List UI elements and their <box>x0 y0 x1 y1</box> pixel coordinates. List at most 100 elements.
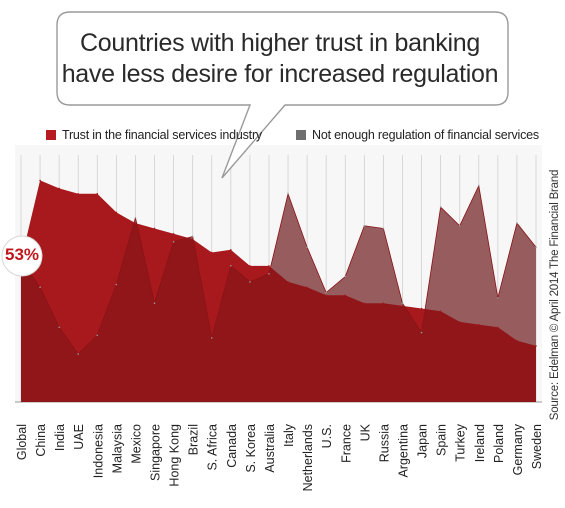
x-tick-singapore: Singapore <box>149 424 163 481</box>
regulation-point-canada <box>230 265 232 267</box>
trust-point-uk <box>363 302 366 305</box>
global-value-label: 53% <box>5 245 40 264</box>
regulation-point-spain <box>439 206 442 208</box>
regulation-point-turkey <box>458 224 461 227</box>
regulation-point-singapore <box>153 302 156 305</box>
x-tick-turkey: Turkey <box>454 423 468 461</box>
regulation-point-indonesia <box>96 334 99 337</box>
regulation-point-italy <box>287 192 289 195</box>
regulation-point-russia <box>382 227 385 230</box>
trust-point-malaysia <box>115 211 118 214</box>
x-tick-indonesia: Indonesia <box>91 424 105 478</box>
x-tick-france: France <box>339 424 353 463</box>
trust-point-ireland <box>477 323 480 326</box>
trust-point-hong-kong <box>172 232 175 235</box>
trust-point-russia <box>382 302 385 305</box>
trust-point-australia <box>268 265 270 267</box>
trust-point-japan <box>420 307 423 310</box>
x-tick-uk: UK <box>358 423 372 441</box>
x-tick-s-korea: S. Korea <box>244 424 258 473</box>
global-value-badge <box>1 235 43 277</box>
chart-title: Countries with higher trust in banking h… <box>60 28 500 90</box>
x-tick-spain: Spain <box>435 424 449 456</box>
trust-point-sweden <box>535 345 537 347</box>
regulation-point-malaysia <box>115 283 118 286</box>
regulation-point-u-s- <box>325 291 327 294</box>
x-tick-malaysia: Malaysia <box>110 424 124 473</box>
x-tick-italy: Italy <box>282 423 296 447</box>
x-tick-japan: Japan <box>416 424 430 458</box>
legend-label-trust: Trust in the financial services industry <box>62 128 262 142</box>
trust-point-poland <box>497 326 499 329</box>
x-tick-brazil: Brazil <box>187 424 201 455</box>
regulation-point-germany <box>516 222 518 224</box>
source-note: Source: Edelman © April 2014 The Financi… <box>549 169 561 421</box>
trust-point-india <box>58 187 60 190</box>
trust-point-netherlands <box>306 286 308 288</box>
x-tick-china: China <box>34 424 48 457</box>
regulation-point-brazil <box>191 235 194 238</box>
legend-swatch-regulation <box>296 130 306 140</box>
x-tick-poland: Poland <box>492 424 506 463</box>
trust-point-u-s- <box>325 294 327 297</box>
regulation-point-sweden <box>535 246 537 248</box>
regulation-line <box>20 184 537 355</box>
regulation-point-s-korea <box>249 281 251 283</box>
trust-point-argentina <box>401 305 404 307</box>
x-tick-sweden: Sweden <box>530 424 544 469</box>
x-tick-labels: Global China India UAE Indonesia Malaysia Mexi… <box>15 423 544 491</box>
x-tick-germany: Germany <box>511 423 525 475</box>
chart-title-line-2: have less desire for increased regulatio… <box>61 60 499 88</box>
chart-areas <box>20 179 537 402</box>
trust-point-indonesia <box>96 192 99 195</box>
trust-point-china <box>39 179 41 182</box>
regulation-point-s-africa <box>210 337 213 339</box>
x-tick-hong-kong: Hong Kong <box>168 424 182 487</box>
regulation-point-hong-kong <box>172 241 175 243</box>
trust-point-uae <box>77 192 80 195</box>
callout-bubble <box>56 11 509 179</box>
trust-point-s-africa <box>210 251 213 254</box>
legend-swatch-trust <box>46 130 56 140</box>
legend-item-trust: Trust in the financial services industry <box>46 128 262 142</box>
trust-point-italy <box>287 281 289 283</box>
trust-point-singapore <box>153 227 156 230</box>
x-tick-s-africa: S. Africa <box>206 424 220 471</box>
trust-point-brazil <box>191 238 194 240</box>
regulation-point-china <box>39 286 41 288</box>
badge-circle <box>1 235 43 277</box>
regulation-point-australia <box>268 273 270 275</box>
x-tick-global: Global <box>15 424 29 460</box>
regulation-point-poland <box>497 297 499 299</box>
regulation-point-india <box>58 326 60 329</box>
x-tick-ireland: Ireland <box>473 424 487 462</box>
x-tick-russia: Russia <box>377 424 391 462</box>
x-tick-australia: Australia <box>263 424 277 473</box>
trust-point-spain <box>439 310 442 313</box>
x-tick-netherlands: Netherlands <box>301 424 315 491</box>
chart-title-line-1: Countries with higher trust in banking <box>80 29 480 57</box>
trust-point-s-korea <box>249 265 251 267</box>
regulation-point-netherlands <box>306 246 308 248</box>
regulation-point-uae <box>77 353 80 355</box>
trust-point-turkey <box>458 321 461 323</box>
regulation-point-mexico <box>134 216 137 219</box>
x-tick-india: India <box>53 424 67 451</box>
x-tick-u-s-: U.S. <box>320 424 334 448</box>
x-tick-mexico: Mexico <box>129 424 143 464</box>
regulation-area-overlap <box>21 185 536 402</box>
regulation-point-japan <box>420 331 423 334</box>
trust-point-germany <box>516 339 518 342</box>
regulation-point-uk <box>363 224 366 227</box>
x-tick-canada: Canada <box>225 424 239 468</box>
trust-point-mexico <box>134 222 137 224</box>
trust-point-france <box>344 294 347 297</box>
regulation-point-france <box>344 275 347 278</box>
legend-label-regulation: Not enough regulation of financial servi… <box>312 128 539 142</box>
x-tick-argentina: Argentina <box>396 424 410 478</box>
legend-item-regulation: Not enough regulation of financial servi… <box>296 128 539 142</box>
regulation-point-ireland <box>477 184 480 187</box>
callout-shape <box>56 11 509 179</box>
regulation-point-argentina <box>401 302 404 305</box>
